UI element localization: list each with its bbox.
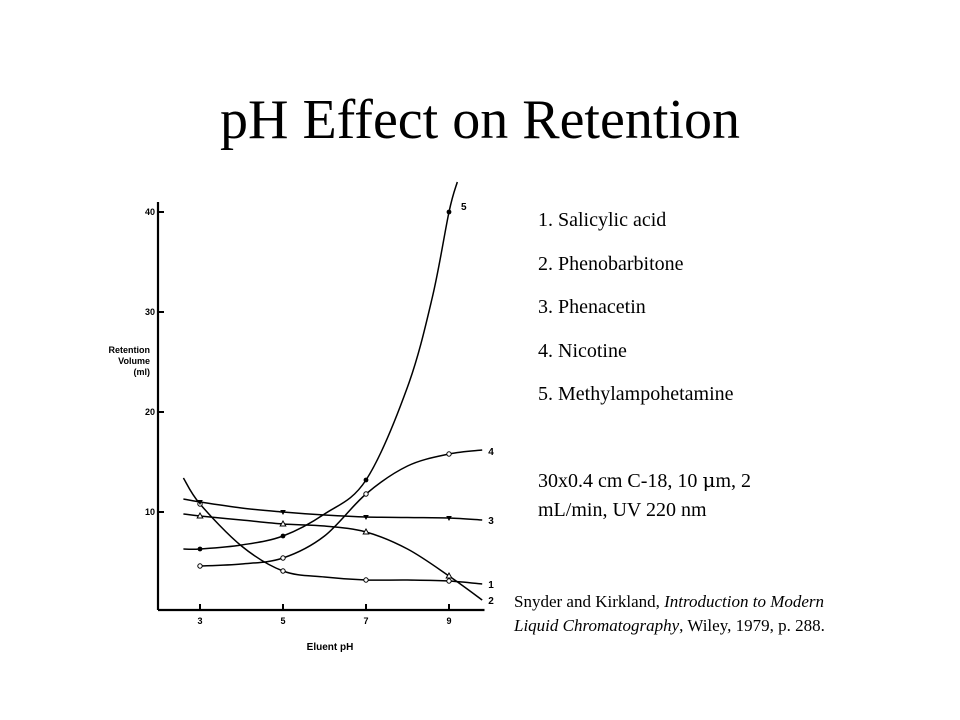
- citation-authors: Snyder and Kirkland,: [514, 592, 665, 611]
- curve-series-2: [183, 513, 483, 601]
- conditions-text-a: 30x0.4 cm C-18, 10: [538, 470, 703, 492]
- series-label-4: 4: [488, 447, 494, 458]
- curve-series-4: [199, 449, 483, 567]
- y-tick-label-10: 10: [145, 507, 155, 517]
- y-tick-label-20: 20: [145, 407, 155, 417]
- y-axis-title: Retention Volume (ml): [109, 345, 151, 377]
- point-series-1-ph-5: [280, 568, 286, 574]
- x-axis-title: Eluent pH: [307, 642, 354, 653]
- x-tick-label-9: 9: [446, 616, 451, 626]
- legend-item-3: 3. Phenacetin: [538, 296, 646, 318]
- legend-item-5: 5. Methylampohetamine: [538, 383, 734, 405]
- point-series-5-ph-3: [197, 546, 203, 552]
- series-labels: 1 2 3 4 5: [461, 202, 494, 607]
- point-series-4-ph-7: [363, 491, 369, 497]
- legend-item-1: 1. Salicylic acid: [538, 209, 667, 231]
- point-series-4-ph-9: [446, 451, 452, 457]
- conditions-text-b: m, 2: [715, 470, 751, 492]
- citation: Snyder and Kirkland, Introduction to Mod…: [514, 590, 934, 638]
- conditions-text-c: mL/min, UV 220 nm: [538, 499, 707, 521]
- y-axis-title-line3: (ml): [134, 367, 151, 377]
- slide-title: pH Effect on Retention: [220, 89, 740, 151]
- point-series-5-ph-9: [446, 209, 452, 215]
- citation-publisher: , Wiley, 1979, p. 288.: [679, 616, 825, 635]
- y-axis-title-line2: Volume: [118, 356, 150, 366]
- x-tick-label-5: 5: [280, 616, 285, 626]
- markers: [196, 209, 453, 584]
- point-series-4-ph-5: [280, 555, 286, 561]
- x-tick-label-7: 7: [363, 616, 368, 626]
- series-label-2: 2: [488, 596, 494, 607]
- curve-series-1: [182, 477, 483, 585]
- citation-book-title-line1: Introduction to Modern: [664, 592, 825, 611]
- point-series-2-ph-7: [362, 527, 370, 535]
- point-series-1-ph-7: [363, 577, 369, 583]
- point-series-2-ph-9: [445, 571, 453, 579]
- compound-legend: 1. Salicylic acid 2. Phenobarbitone 3. P…: [538, 204, 734, 422]
- point-series-2-ph-3: [196, 511, 204, 519]
- point-series-1-ph-9: [446, 578, 452, 584]
- point-series-3-ph-7: [363, 515, 369, 520]
- y-tick-label-30: 30: [145, 307, 155, 317]
- legend-item-2: 2. Phenobarbitone: [538, 252, 684, 275]
- citation-book-title-line2: Liquid Chromatography: [514, 616, 680, 635]
- micro-symbol: μ: [702, 468, 716, 492]
- y-axis-title-line1: Retention: [109, 345, 151, 355]
- series-label-1: 1: [488, 580, 494, 591]
- curve-series-5: [183, 181, 459, 551]
- y-tick-label-40: 40: [145, 207, 155, 217]
- retention-chart: Retention Volume (ml) 10 20 30 40 3 5 7 9 1 2 3 4 5…: [109, 181, 494, 653]
- point-series-5-ph-7: [363, 477, 369, 483]
- point-series-2-ph-5: [279, 519, 287, 527]
- point-series-5-ph-5: [280, 533, 286, 539]
- curve-series-3: [183, 498, 483, 521]
- series-label-5: 5: [461, 202, 467, 213]
- legend-item-4: 4. Nicotine: [538, 339, 627, 362]
- point-series-3-ph-3: [197, 500, 203, 505]
- point-series-4-ph-3: [197, 563, 203, 569]
- curves: [182, 181, 483, 601]
- axes: 10 20 30 40 3 5 7 9: [145, 202, 485, 626]
- series-label-3: 3: [488, 516, 494, 527]
- x-tick-label-3: 3: [197, 616, 202, 626]
- point-series-3-ph-9: [446, 516, 452, 521]
- point-series-3-ph-5: [280, 510, 286, 515]
- chromatography-conditions: 30x0.4 cm C-18, 10 μm, 2 mL/min, UV 220 n…: [538, 466, 808, 525]
